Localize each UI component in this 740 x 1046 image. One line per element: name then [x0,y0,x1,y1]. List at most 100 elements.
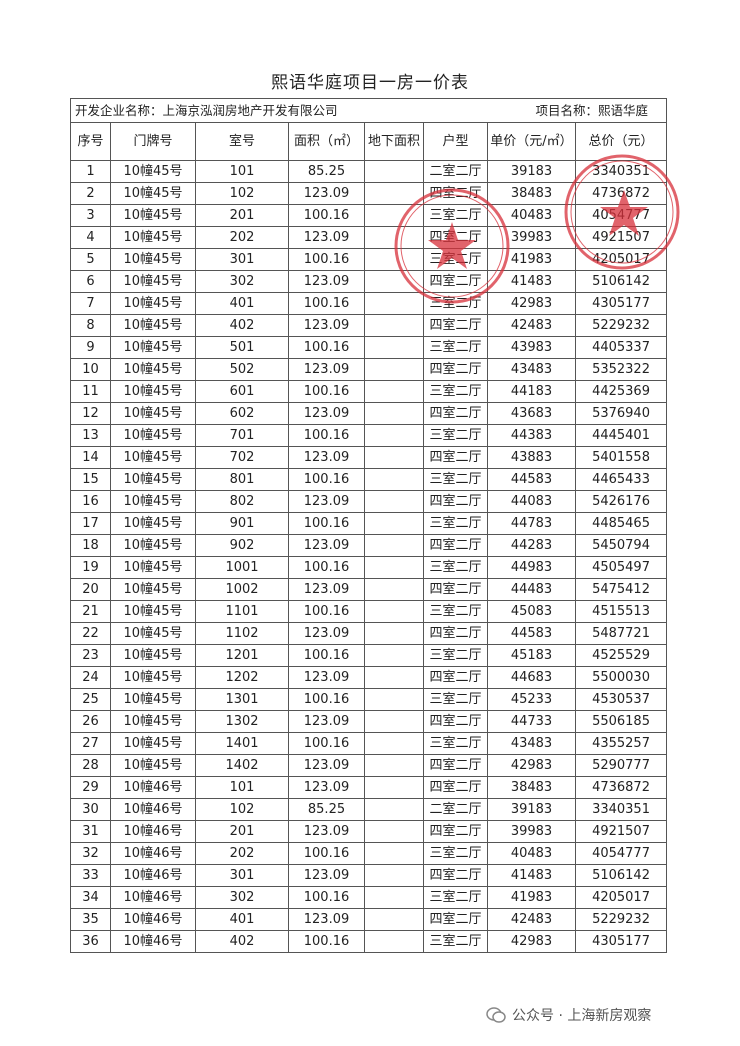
table-cell: 43483 [487,358,576,381]
table-cell: 三室二厅 [423,688,488,711]
table-cell: 100.16 [288,292,365,315]
table-cell: 202 [195,842,289,865]
table-cell: 100.16 [288,468,365,491]
table-cell: 1101 [195,600,289,623]
table-cell: 502 [195,358,289,381]
table-cell: 10幢45号 [110,754,196,777]
table-cell: 202 [195,226,289,249]
table-cell: 301 [195,248,289,271]
table-cell: 123.09 [288,908,365,931]
column-header: 户型 [423,122,488,161]
table-cell: 三室二厅 [423,556,488,579]
watermark-text: 公众号 · 上海新房观察 [512,1008,652,1024]
table-cell: 100.16 [288,336,365,359]
wechat-icon [486,1007,506,1023]
table-cell: 43983 [487,336,576,359]
table-cell: 1 [70,160,111,183]
table-cell: 123.09 [288,864,365,887]
table-cell: 101 [195,776,289,799]
table-cell: 10 [70,358,111,381]
table-cell: 2 [70,182,111,205]
info-row: 开发企业名称：上海京泓润房地产开发有限公司 项目名称：熙语华庭 [69,98,668,123]
column-header: 序号 [70,122,111,161]
table-row: 14 10幢45号 702 123.09 四室二厅 43883 5401558 [70,446,668,469]
table-row: 34 10幢46号 302 100.16 三室二厅 41983 4205017 [70,886,668,909]
column-header: 总价（元） [574,122,668,161]
table-cell: 123.09 [288,226,365,249]
table-cell: 3 [70,204,111,227]
table-cell [364,512,424,535]
table-cell: 4525529 [574,644,668,667]
table-row: 6 10幢45号 302 123.09 四室二厅 41483 5106142 [70,270,668,293]
table-cell: 10幢45号 [110,534,196,557]
table-cell: 100.16 [288,424,365,447]
table-cell: 42983 [487,930,576,953]
table-cell: 10幢45号 [110,336,196,359]
column-header: 面积（㎡） [288,122,365,161]
header-row: 序号 门牌号 室号 面积（㎡） 地下面积 户型 单价（元/㎡） 总价（元） [70,122,668,161]
table-cell: 100.16 [288,644,365,667]
table-cell: 39183 [487,798,576,821]
table-cell: 四室二厅 [423,314,488,337]
table-cell [364,402,424,425]
table-cell: 44383 [487,424,576,447]
table-cell: 43683 [487,402,576,425]
table-cell: 三室二厅 [423,600,488,623]
table-cell: 100.16 [288,688,365,711]
table-row: 31 10幢46号 201 123.09 四室二厅 39983 4921507 [70,820,668,843]
table-row: 13 10幢45号 701 100.16 三室二厅 44383 4445401 [70,424,668,447]
table-cell: 4054777 [574,204,668,227]
table-cell: 5106142 [574,864,668,887]
table-cell: 10幢45号 [110,666,196,689]
table-cell: 44283 [487,534,576,557]
table-row: 27 10幢45号 1401 100.16 三室二厅 43483 4355257 [70,732,668,755]
table-cell: 三室二厅 [423,644,488,667]
table-cell: 三室二厅 [423,292,488,315]
table-cell: 四室二厅 [423,622,488,645]
table-cell: 402 [195,314,289,337]
table-cell: 601 [195,380,289,403]
table-cell: 201 [195,820,289,843]
table-cell: 42483 [487,314,576,337]
table-cell: 7 [70,292,111,315]
table-cell: 三室二厅 [423,842,488,865]
table-cell: 四室二厅 [423,402,488,425]
table-cell: 10幢45号 [110,248,196,271]
table-cell: 4921507 [574,226,668,249]
table-cell [364,380,424,403]
table-cell: 33 [70,864,111,887]
table-cell: 5229232 [574,314,668,337]
table-cell: 44583 [487,622,576,645]
table-cell: 100.16 [288,512,365,535]
table-cell: 21 [70,600,111,623]
table-cell: 42983 [487,754,576,777]
table-cell: 10幢45号 [110,226,196,249]
table-row: 35 10幢46号 401 123.09 四室二厅 42483 5229232 [70,908,668,931]
table-row: 7 10幢45号 401 100.16 三室二厅 42983 4305177 [70,292,668,315]
document-title: 熙语华庭项目一房一价表 [271,73,469,93]
table-cell: 4515513 [574,600,668,623]
table-cell [364,578,424,601]
table-cell: 123.09 [288,182,365,205]
table-cell: 39983 [487,820,576,843]
table-cell: 123.09 [288,446,365,469]
table-cell: 4205017 [574,248,668,271]
table-cell: 10幢45号 [110,644,196,667]
table-cell: 5106142 [574,270,668,293]
table-cell: 4 [70,226,111,249]
table-cell [364,358,424,381]
table-cell: 16 [70,490,111,513]
table-cell: 15 [70,468,111,491]
table-cell: 4530537 [574,688,668,711]
table-cell [364,666,424,689]
table-cell: 39983 [487,226,576,249]
table-cell: 二室二厅 [423,160,488,183]
table-cell: 10幢45号 [110,600,196,623]
table-cell: 10幢45号 [110,380,196,403]
table-cell: 10幢46号 [110,908,196,931]
table-cell [364,160,424,183]
table-cell: 100.16 [288,248,365,271]
table-cell: 4205017 [574,886,668,909]
table-cell: 四室二厅 [423,710,488,733]
table-cell: 902 [195,534,289,557]
